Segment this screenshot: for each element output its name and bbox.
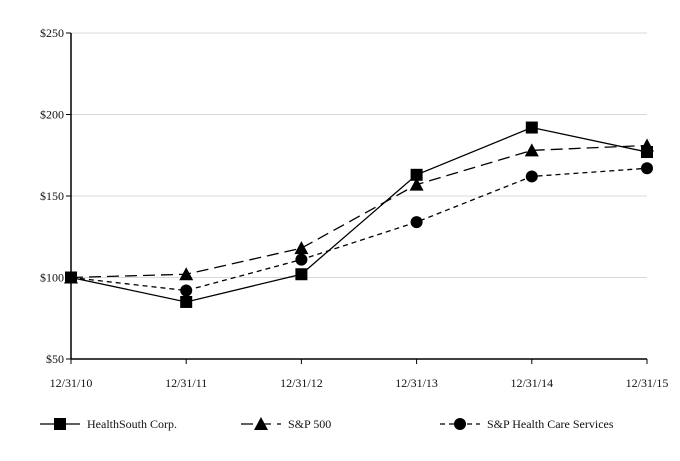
x-tick-label: 12/31/15 bbox=[626, 376, 669, 390]
y-tick-label: $250 bbox=[40, 26, 64, 40]
legend-label: S&P Health Care Services bbox=[487, 417, 614, 431]
x-tick-label: 12/31/11 bbox=[165, 376, 207, 390]
x-tick-label: 12/31/10 bbox=[50, 376, 93, 390]
data-point-circle bbox=[180, 284, 193, 297]
gridlines bbox=[71, 32, 647, 278]
data-point-triangle bbox=[409, 177, 424, 191]
series-triangle bbox=[64, 138, 654, 284]
data-point-triangle bbox=[294, 241, 309, 255]
legend-marker-circle bbox=[454, 418, 466, 430]
y-tick-label: $100 bbox=[40, 271, 64, 285]
legend-marker-triangle bbox=[254, 417, 268, 430]
data-point-triangle bbox=[179, 267, 194, 281]
data-point-circle bbox=[65, 271, 77, 284]
series-line bbox=[70, 167, 648, 292]
legend-label: S&P 500 bbox=[288, 417, 331, 431]
legend-item: S&P Health Care Services bbox=[440, 417, 614, 431]
series-circle bbox=[65, 162, 653, 297]
legend-item: HealthSouth Corp. bbox=[40, 417, 177, 431]
data-point-square bbox=[295, 268, 308, 281]
x-tick-label: 12/31/12 bbox=[280, 376, 323, 390]
x-axis-ticks: 12/31/10 12/31/11 12/31/12 12/31/13 12/31/14… bbox=[50, 359, 669, 390]
data-point-circle bbox=[410, 216, 423, 229]
y-tick-label: $150 bbox=[40, 189, 64, 203]
x-tick-label: 12/31/13 bbox=[395, 376, 438, 390]
data-point-triangle bbox=[524, 143, 539, 157]
legend-item: S&P 500 bbox=[241, 417, 331, 431]
data-point-circle bbox=[295, 253, 308, 266]
series-square bbox=[65, 121, 653, 308]
legend: HealthSouth Corp. S&P 500 S&P Health Care … bbox=[40, 417, 614, 431]
series-line bbox=[70, 126, 648, 303]
data-point-circle bbox=[641, 162, 653, 175]
y-tick-label: $200 bbox=[40, 108, 64, 122]
y-tick-label: $50 bbox=[46, 352, 64, 366]
legend-label: HealthSouth Corp. bbox=[87, 417, 177, 431]
data-point-circle bbox=[525, 170, 538, 183]
x-tick-label: 12/31/14 bbox=[510, 376, 553, 390]
data-point-square bbox=[410, 168, 423, 181]
data-point-square bbox=[525, 121, 538, 134]
series-layer bbox=[64, 121, 654, 308]
legend-marker-square bbox=[54, 418, 66, 430]
data-point-triangle bbox=[640, 138, 654, 152]
series-line bbox=[70, 144, 648, 279]
data-point-square bbox=[180, 295, 193, 308]
y-axis-ticks: $50 $100 $150 $200 $250 bbox=[40, 26, 71, 366]
